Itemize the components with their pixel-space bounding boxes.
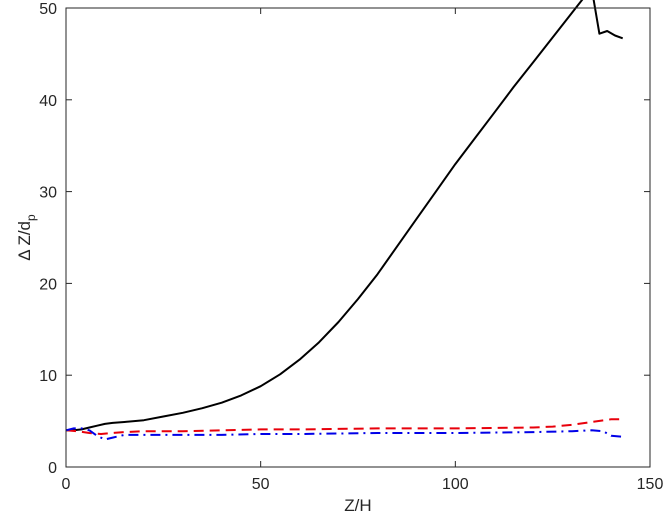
y-axis-label: Δ Z/dp bbox=[15, 214, 38, 261]
x-axis-label: Z/H bbox=[344, 496, 371, 515]
plot-lines bbox=[65, 0, 624, 441]
y-tick-label: 10 bbox=[39, 368, 57, 385]
y-axis-label-subscript: p bbox=[24, 214, 38, 221]
x-tick-label: 100 bbox=[442, 476, 469, 493]
y-tick-label: 40 bbox=[39, 93, 57, 110]
y-tick-label: 0 bbox=[48, 460, 57, 477]
plot-frame bbox=[65, 7, 651, 468]
y-tick-label: 30 bbox=[39, 185, 57, 202]
axis-ticks: 0 50 100 150 0 10 20 30 40 50 bbox=[39, 1, 663, 493]
series-line-1 bbox=[66, 0, 624, 432]
x-tick-label: 0 bbox=[62, 476, 71, 493]
series-line-2 bbox=[65, 418, 623, 435]
x-tick-label: 50 bbox=[252, 476, 270, 493]
y-axis-label-main: Δ Z/d bbox=[15, 221, 34, 261]
y-tick-label: 20 bbox=[39, 276, 57, 293]
x-tick-label: 150 bbox=[637, 476, 664, 493]
y-tick-label: 50 bbox=[39, 1, 57, 18]
series-line-3 bbox=[65, 427, 623, 441]
